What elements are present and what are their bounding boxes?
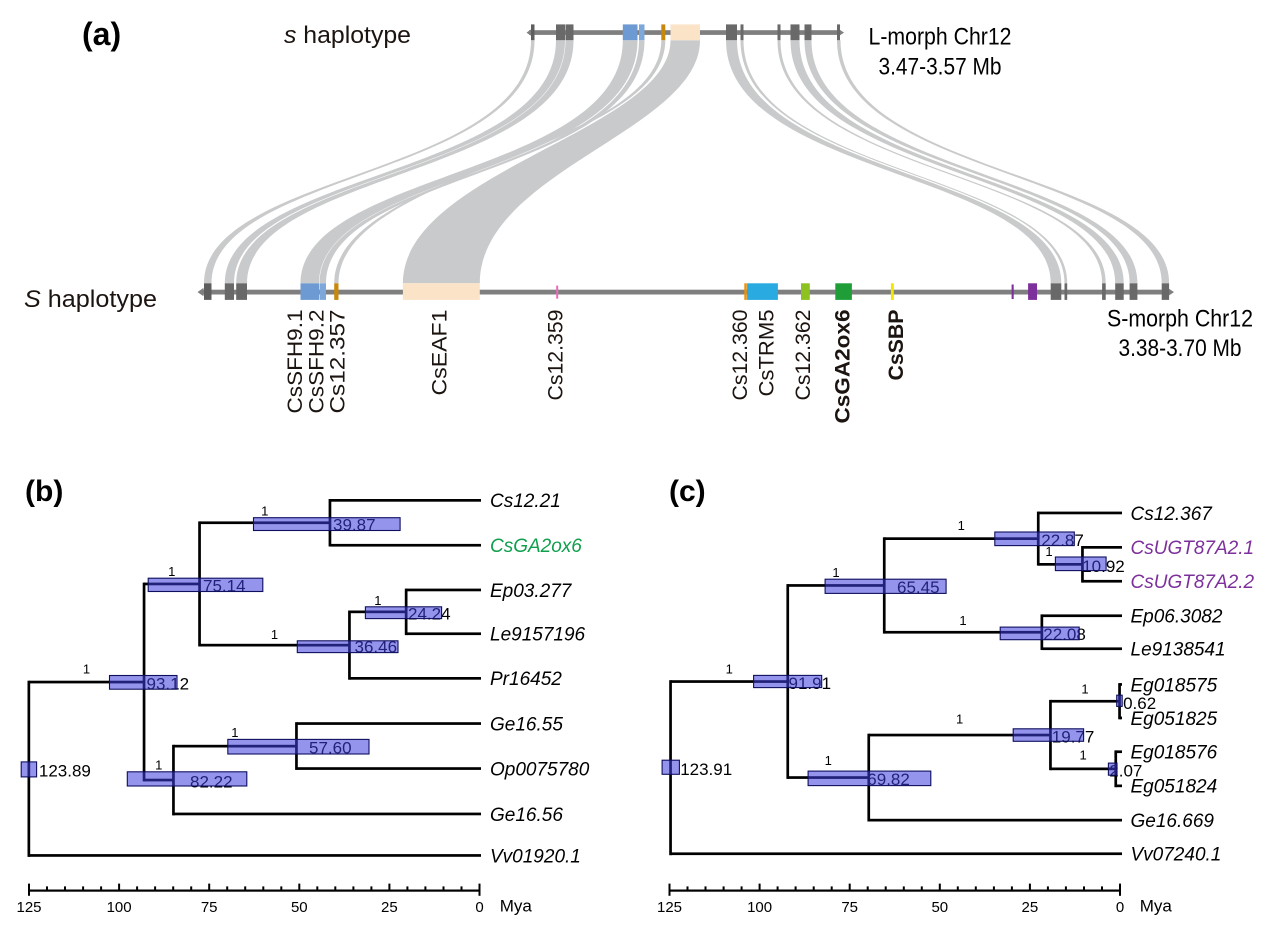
svg-text:75: 75 (841, 899, 858, 916)
svg-text:(a): (a) (82, 16, 121, 52)
svg-text:1: 1 (825, 753, 832, 768)
svg-text:Cs12.367: Cs12.367 (1131, 504, 1214, 525)
svg-text:25: 25 (1022, 899, 1039, 916)
svg-text:1: 1 (231, 725, 238, 740)
svg-text:Eg051824: Eg051824 (1131, 777, 1218, 798)
svg-text:Vv01920.1: Vv01920.1 (490, 846, 581, 867)
svg-text:1: 1 (168, 564, 175, 579)
svg-text:CsEAF1: CsEAF1 (429, 310, 452, 396)
svg-text:Vv07240.1: Vv07240.1 (1131, 845, 1222, 866)
svg-text:0: 0 (1116, 899, 1124, 916)
svg-text:1: 1 (271, 627, 278, 642)
svg-text:Op0075780: Op0075780 (490, 759, 590, 780)
svg-text:3.47-3.57 Mb: 3.47-3.57 Mb (879, 54, 1002, 81)
svg-text:25: 25 (381, 899, 398, 916)
svg-text:Cs12.21: Cs12.21 (490, 491, 561, 512)
svg-text:CsSFH9.1: CsSFH9.1 (284, 310, 307, 414)
svg-text:1: 1 (956, 712, 963, 727)
svg-text:1: 1 (374, 593, 381, 608)
svg-text:Mya: Mya (500, 897, 533, 916)
svg-text:Le9157196: Le9157196 (490, 625, 586, 646)
svg-text:(b): (b) (25, 475, 63, 508)
svg-text:123.89: 123.89 (39, 761, 91, 780)
svg-text:Cs12.357: Cs12.357 (327, 310, 350, 414)
svg-text:Cs12.360: Cs12.360 (729, 310, 752, 401)
svg-text:S haplotype: S haplotype (24, 286, 157, 313)
svg-text:1: 1 (959, 613, 966, 628)
svg-text:Ge16.669: Ge16.669 (1131, 811, 1215, 832)
svg-text:1: 1 (958, 518, 965, 533)
svg-text:0.62: 0.62 (1123, 694, 1156, 713)
svg-text:CsUGT87A2.1: CsUGT87A2.1 (1131, 538, 1255, 559)
svg-text:Eg018575: Eg018575 (1131, 675, 1218, 696)
svg-text:50: 50 (291, 899, 308, 916)
svg-text:Ep03.277: Ep03.277 (490, 581, 573, 602)
svg-text:1: 1 (1045, 544, 1052, 559)
svg-text:1: 1 (832, 565, 839, 580)
svg-text:Ge16.55: Ge16.55 (490, 714, 563, 735)
svg-text:3.38-3.70 Mb: 3.38-3.70 Mb (1119, 335, 1242, 362)
svg-text:CsSFH9.2: CsSFH9.2 (306, 310, 329, 414)
svg-text:Mya: Mya (1140, 897, 1173, 916)
svg-text:L-morph Chr12: L-morph Chr12 (869, 24, 1012, 51)
svg-text:CsTRM5: CsTRM5 (756, 310, 779, 397)
svg-text:1: 1 (155, 758, 162, 773)
svg-text:100: 100 (107, 899, 132, 916)
svg-text:CsGA2ox6: CsGA2ox6 (832, 310, 855, 424)
svg-text:CsSBP: CsSBP (885, 310, 908, 381)
svg-text:Eg051825: Eg051825 (1131, 709, 1218, 730)
svg-text:50: 50 (931, 899, 948, 916)
svg-text:Eg018576: Eg018576 (1131, 743, 1218, 764)
svg-text:CsGA2ox6: CsGA2ox6 (490, 536, 582, 557)
svg-text:1: 1 (261, 504, 268, 519)
svg-text:(c): (c) (669, 475, 706, 508)
svg-text:0: 0 (475, 899, 483, 916)
svg-text:Cs12.359: Cs12.359 (545, 310, 568, 401)
svg-text:Le9138541: Le9138541 (1131, 640, 1226, 661)
svg-text:Ep06.3082: Ep06.3082 (1131, 607, 1223, 628)
svg-text:123.91: 123.91 (680, 760, 732, 779)
svg-text:1: 1 (726, 661, 733, 676)
svg-text:125: 125 (657, 899, 682, 916)
svg-text:2.07: 2.07 (1109, 761, 1142, 780)
svg-text:CsUGT87A2.2: CsUGT87A2.2 (1131, 572, 1255, 593)
svg-text:100: 100 (747, 899, 772, 916)
svg-text:1: 1 (83, 662, 90, 677)
svg-text:s haplotype: s haplotype (284, 22, 411, 49)
svg-text:Ge16.56: Ge16.56 (490, 805, 563, 826)
svg-text:Pr16452: Pr16452 (490, 669, 562, 690)
svg-text:Cs12.362: Cs12.362 (792, 310, 815, 401)
svg-text:1: 1 (1081, 682, 1088, 697)
svg-text:1: 1 (1079, 748, 1086, 763)
svg-text:75: 75 (201, 899, 218, 916)
svg-text:125: 125 (16, 899, 41, 916)
svg-text:S-morph Chr12: S-morph Chr12 (1107, 306, 1253, 333)
